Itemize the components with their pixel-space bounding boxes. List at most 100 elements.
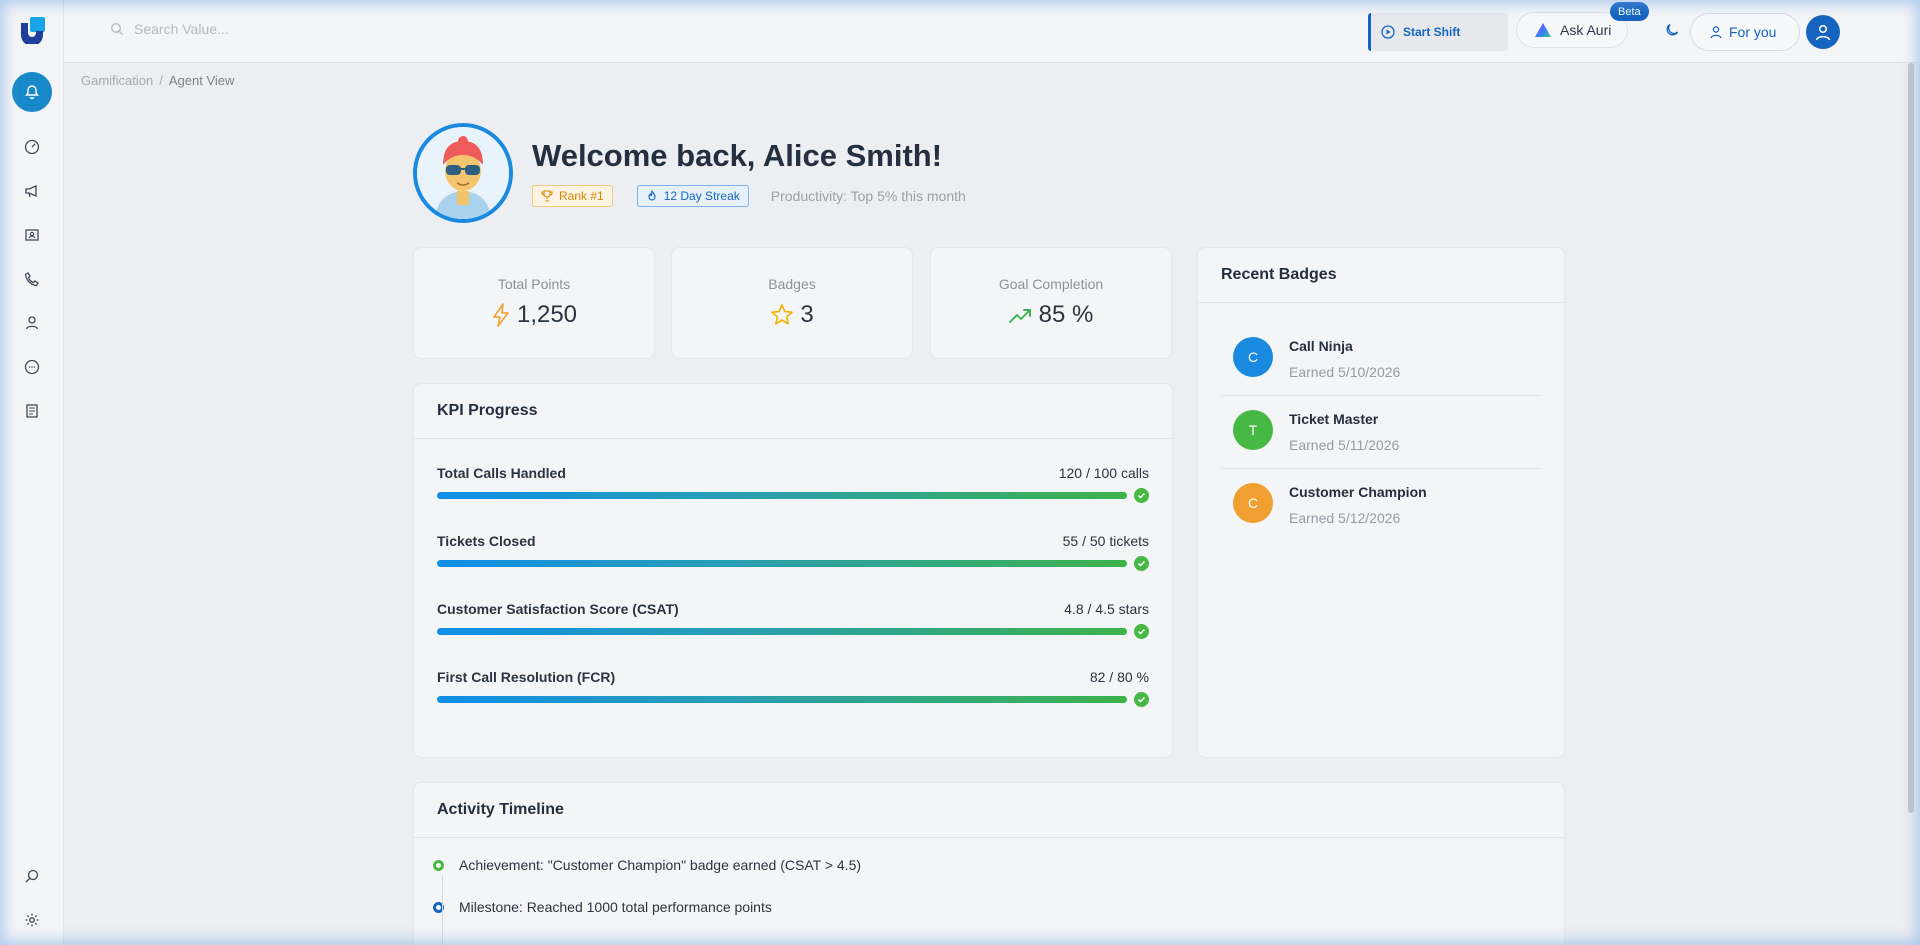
kpi-label: Tickets Closed [437, 533, 536, 549]
kpi-label: First Call Resolution (FCR) [437, 669, 616, 685]
ask-auri-label: Ask Auri [1560, 22, 1612, 38]
badge-initial-avatar: C [1233, 483, 1273, 523]
kpi-progress-card: KPI Progress Total Calls Handled 120 / 1… [413, 383, 1173, 758]
megaphone-icon [25, 185, 37, 198]
stat-value-row: 1,250 [414, 301, 654, 329]
notifications-nav-button[interactable] [12, 72, 52, 112]
play-circle-icon [1381, 25, 1395, 39]
check-icon [1134, 624, 1149, 639]
total-points-value: 1,250 [516, 301, 578, 328]
phone-icon [24, 272, 39, 287]
kpi-progress-fill [437, 492, 1127, 499]
gear-icon [25, 913, 39, 927]
start-shift-button[interactable]: Start Shift [1368, 13, 1508, 51]
users-nav-button[interactable] [20, 311, 44, 335]
kpi-progress-bar [437, 560, 1127, 567]
campaigns-nav-button[interactable] [20, 179, 44, 203]
recent-badges-card: Recent Badges C Call Ninja Earned 5/10/2… [1197, 247, 1565, 758]
timeline-text: Milestone: Reached 1000 total performanc… [459, 899, 772, 915]
search-input[interactable] [134, 21, 434, 37]
badge-name: Call Ninja [1289, 338, 1353, 354]
auri-logo-icon [1535, 23, 1551, 37]
kpi-progress-title: KPI Progress [414, 384, 1172, 439]
sidebar [0, 0, 64, 945]
start-shift-label: Start Shift [1403, 25, 1461, 39]
trend-up-icon [1008, 309, 1031, 323]
total-points-card: Total Points 1,250 [413, 247, 655, 359]
kpi-item: First Call Resolution (FCR) 82 / 80 % [437, 669, 1149, 729]
badge-initial-avatar: C [1233, 337, 1273, 377]
calls-nav-button[interactable] [20, 267, 44, 291]
goal-completion-value: 85 % [1038, 301, 1094, 328]
kpi-item: Tickets Closed 55 / 50 tickets [437, 533, 1149, 593]
check-icon [1134, 692, 1149, 707]
page-scrollbar[interactable] [1908, 63, 1914, 813]
kpi-value: 55 / 50 tickets [1062, 533, 1149, 549]
badge-earned-date: Earned 5/12/2026 [1289, 510, 1401, 526]
kpi-progress-fill [437, 696, 1127, 703]
for-you-label: For you [1729, 24, 1777, 40]
reports-nav-button[interactable] [20, 399, 44, 423]
badge-initial-avatar: T [1233, 410, 1273, 450]
search-nav-button[interactable] [20, 864, 44, 888]
fire-icon [648, 190, 656, 201]
badge-name: Customer Champion [1289, 484, 1427, 500]
kpi-progress-bar [437, 628, 1127, 635]
stat-title: Badges [768, 276, 816, 292]
report-icon [26, 404, 38, 418]
rank-chip: Rank #1 [532, 185, 613, 207]
kpi-progress-bar [437, 696, 1127, 703]
search-settings-icon [25, 869, 39, 883]
check-icon [1134, 556, 1149, 571]
dashboard-nav-button[interactable] [20, 135, 44, 159]
kpi-item: Customer Satisfaction Score (CSAT) 4.8 /… [437, 601, 1149, 661]
kpi-value: 4.8 / 4.5 stars [1064, 601, 1149, 617]
app-logo[interactable] [19, 16, 47, 46]
kpi-label: Total Calls Handled [437, 465, 566, 481]
search-bar [110, 21, 434, 37]
productivity-text: Productivity: Top 5% this month [770, 188, 966, 204]
trophy-icon [541, 190, 553, 202]
kpi-item: Total Calls Handled 120 / 100 calls [437, 465, 1149, 525]
badge-list-item[interactable]: C Customer Champion Earned 5/12/2026 [1221, 469, 1541, 542]
check-icon [1134, 488, 1149, 503]
contacts-nav-button[interactable] [20, 223, 44, 247]
rank-label: Rank #1 [559, 189, 604, 203]
ask-auri-button[interactable]: Ask Auri [1516, 12, 1628, 48]
badge-earned-date: Earned 5/11/2026 [1289, 437, 1400, 453]
badge-earned-date: Earned 5/10/2026 [1289, 364, 1401, 380]
breadcrumb-separator: / [159, 73, 163, 88]
badge-list-item[interactable]: T Ticket Master Earned 5/11/2026 [1221, 396, 1541, 469]
badges-value: 3 [800, 301, 814, 328]
stat-title: Total Points [497, 276, 571, 292]
beta-badge: Beta [1610, 2, 1649, 21]
timeline-text: Achievement: "Customer Champion" badge e… [459, 857, 862, 873]
for-you-button[interactable]: For you [1690, 13, 1800, 51]
chat-nav-button[interactable] [20, 355, 44, 379]
goal-completion-card: Goal Completion 85 % [930, 247, 1172, 359]
star-icon [771, 304, 794, 325]
stat-value-row: 3 [672, 301, 912, 329]
bell-icon [25, 85, 39, 100]
streak-chip: 12 Day Streak [636, 185, 749, 207]
recent-badges-title: Recent Badges [1198, 248, 1564, 303]
breadcrumb-gamification[interactable]: Gamification [81, 73, 154, 88]
kpi-value: 120 / 100 calls [1058, 465, 1149, 481]
streak-label: 12 Day Streak [663, 189, 740, 203]
gauge-icon [24, 139, 40, 155]
stat-title: Goal Completion [998, 276, 1104, 292]
timeline-dot [433, 859, 444, 871]
avatar-illustration [417, 127, 509, 219]
moon-icon [1666, 23, 1679, 36]
user-icon [25, 316, 39, 330]
settings-nav-button[interactable] [20, 908, 44, 932]
badge-list-item[interactable]: C Call Ninja Earned 5/10/2026 [1221, 323, 1541, 396]
profile-badges: Rank #1 12 Day Streak Productivity: Top … [532, 185, 966, 207]
breadcrumb: Gamification / Agent View [81, 73, 234, 88]
theme-toggle-button[interactable] [1664, 22, 1680, 43]
user-menu-button[interactable] [1806, 15, 1840, 49]
profile-avatar [413, 123, 513, 223]
id-card-icon [25, 229, 39, 241]
kpi-progress-fill [437, 560, 1127, 567]
timeline-item: Milestone: Reached 1000 total performanc… [433, 899, 772, 915]
